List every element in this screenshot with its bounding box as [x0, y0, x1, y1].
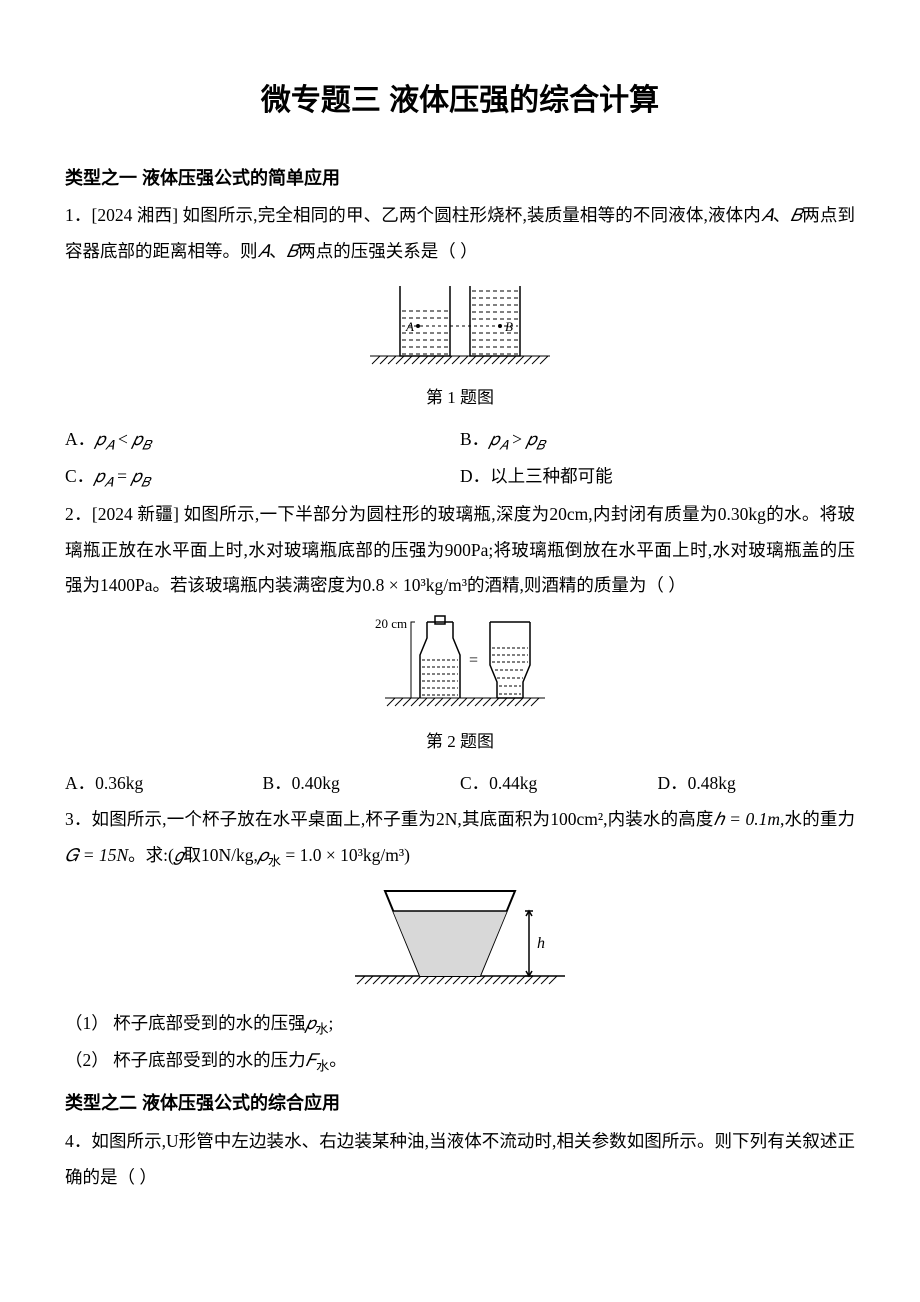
q1-figure: A B	[65, 276, 855, 379]
page-title: 微专题三 液体压强的综合计算	[65, 70, 855, 132]
q1-optA-label: A．	[65, 429, 95, 449]
q3-t3: 。求:(	[128, 845, 174, 865]
q1-optD-text: 以上三种都可能	[490, 466, 613, 486]
q1-caption: 第 1 题图	[65, 381, 855, 416]
q1-optA-subA: 𝐴	[105, 437, 114, 452]
q3-sub2: （2） 杯子底部受到的水的压力𝐹水。	[65, 1043, 855, 1080]
q2-optD: D．0.48kg	[658, 766, 856, 802]
q3-sub1-end: ;	[329, 1013, 334, 1033]
q3-t1: 3．如图所示,一个杯子放在水平桌面上,杯子重为2N,其底面积为100cm²,内装…	[65, 809, 714, 829]
q1-stem: 1．[2024 湘西] 如图所示,完全相同的甲、乙两个圆柱形烧杯,装质量相等的不…	[65, 198, 855, 270]
q3-g: 𝑔	[174, 845, 184, 865]
q1-optB-subB: 𝐵	[536, 437, 545, 452]
q1-optA-rel: <	[114, 429, 133, 449]
q1-optC: C．𝑝𝐴 = 𝑝𝐵	[65, 459, 460, 496]
q1-sep2: 、	[269, 241, 287, 261]
q1-text3: 两点的压强关系是（ ）	[298, 241, 477, 261]
q3-sub1-p: 𝑝	[306, 1013, 316, 1033]
q2-stem: 2．[2024 新疆] 如图所示,一下半部分为圆柱形的玻璃瓶,深度为20cm,内…	[65, 497, 855, 605]
q1-optC-pA: 𝑝	[94, 466, 104, 486]
q3-sub2-sub: 水	[316, 1059, 329, 1074]
q3-G: 𝐺 = 15N	[65, 845, 128, 865]
svg-text:B: B	[505, 319, 513, 334]
q1-optD: D．以上三种都可能	[460, 459, 855, 496]
q1-optD-label: D．	[460, 466, 490, 486]
q4-stem: 4．如图所示,U形管中左边装水、右边装某种油,当液体不流动时,相关参数如图所示。…	[65, 1124, 855, 1196]
q3-t4: 取10N/kg,	[183, 845, 257, 865]
q3-sub1-t: （1） 杯子底部受到的水的压强	[65, 1013, 306, 1033]
q2-options: A．0.36kg B．0.40kg C．0.44kg D．0.48kg	[65, 766, 855, 802]
q1-optB-pB: 𝑝	[526, 429, 536, 449]
q3-sub2-F: 𝐹	[306, 1050, 316, 1070]
q3-sub1: （1） 杯子底部受到的水的压强𝑝水;	[65, 1006, 855, 1043]
q1-optB-pA: 𝑝	[489, 429, 499, 449]
section1-heading: 类型之一 液体压强公式的简单应用	[65, 160, 855, 197]
q3-figure: h	[65, 881, 855, 1004]
q3-sub2-end: 。	[329, 1050, 347, 1070]
svg-text:h: h	[537, 935, 545, 952]
q2-optC: C．0.44kg	[460, 766, 658, 802]
q3-rho-sub: 水	[268, 853, 281, 868]
q3-rho: 𝜌	[258, 845, 268, 865]
q3-t5: = 1.0 × 10³kg/m³)	[281, 845, 410, 865]
q1-B2: 𝐵	[287, 241, 299, 261]
q1-optC-subB: 𝐵	[141, 475, 150, 490]
q1-optA-subB: 𝐵	[142, 437, 151, 452]
q1-optB-label: B．	[460, 429, 489, 449]
q2-caption: 第 2 题图	[65, 725, 855, 760]
q1-optC-pB: 𝑝	[131, 466, 141, 486]
q1-optA-pB: 𝑝	[132, 429, 142, 449]
q1-optC-label: C．	[65, 466, 94, 486]
q1-optA-pA: 𝑝	[95, 429, 105, 449]
q3-sub1-sub: 水	[315, 1022, 328, 1037]
q1-B: 𝐵	[790, 205, 802, 225]
q1-A: 𝐴	[761, 205, 773, 225]
q2-optB: B．0.40kg	[263, 766, 461, 802]
q1-optC-subA: 𝐴	[104, 475, 113, 490]
q1-sep: 、	[773, 205, 791, 225]
section2-heading: 类型之二 液体压强公式的综合应用	[65, 1085, 855, 1122]
q1-text1: 1．[2024 湘西] 如图所示,完全相同的甲、乙两个圆柱形烧杯,装质量相等的不…	[65, 205, 761, 225]
q3-t2: ,水的重力	[780, 809, 855, 829]
q1-optB-rel: >	[508, 429, 527, 449]
q1-optC-rel: =	[113, 466, 132, 486]
q1-optB: B．𝑝𝐴 > 𝑝𝐵	[460, 422, 855, 459]
q1-optB-subA: 𝐴	[499, 437, 508, 452]
q3-h: ℎ = 0.1m	[714, 809, 780, 829]
q1-options: A．𝑝𝐴 < 𝑝𝐵 B．𝑝𝐴 > 𝑝𝐵 C．𝑝𝐴 = 𝑝𝐵 D．以上三种都可能	[65, 422, 855, 497]
svg-text:=: =	[469, 652, 478, 669]
q2-figure: 20 cm =	[65, 610, 855, 723]
svg-text:A: A	[405, 319, 414, 334]
svg-text:20 cm: 20 cm	[375, 616, 407, 631]
q3-stem: 3．如图所示,一个杯子放在水平桌面上,杯子重为2N,其底面积为100cm²,内装…	[65, 802, 855, 875]
q1-A2: 𝐴	[258, 241, 270, 261]
q3-sub2-t: （2） 杯子底部受到的水的压力	[65, 1050, 306, 1070]
q1-optA: A．𝑝𝐴 < 𝑝𝐵	[65, 422, 460, 459]
q2-optA: A．0.36kg	[65, 766, 263, 802]
